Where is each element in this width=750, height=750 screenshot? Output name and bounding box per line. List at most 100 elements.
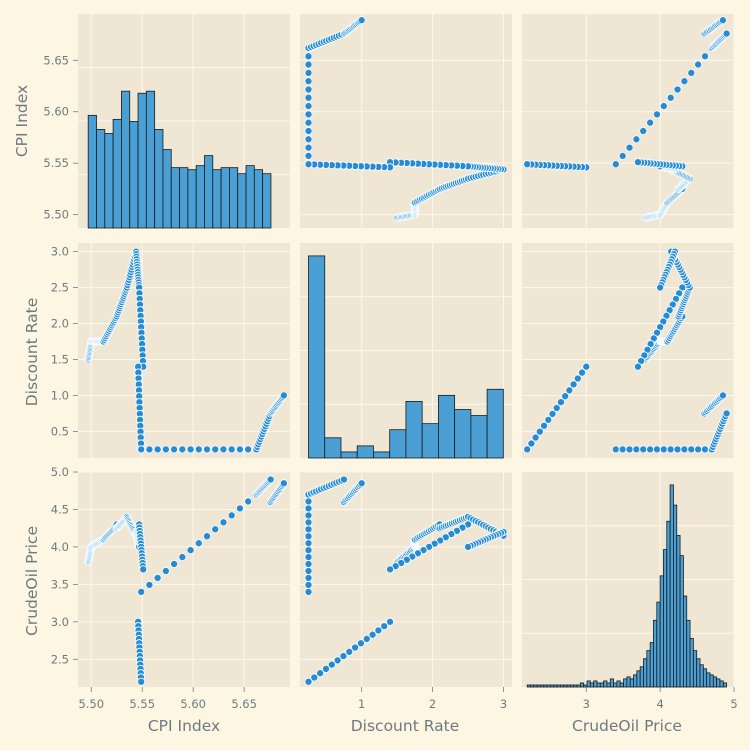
histogram-bar (237, 173, 247, 229)
scatter-point (219, 445, 228, 454)
y-tick-label: 5.60 (43, 105, 69, 119)
scatter-point (666, 445, 675, 454)
scatter-point (304, 559, 313, 569)
histogram-bar (722, 682, 728, 688)
scatter-point (659, 445, 668, 454)
scatter-point (718, 391, 727, 400)
histogram-bar (569, 684, 575, 688)
histogram-bar (586, 680, 591, 688)
histogram-bar (546, 684, 551, 688)
panel-crudeoil-vs-discount-rate (300, 471, 512, 687)
scatter-point (304, 546, 313, 555)
scatter-point (304, 497, 313, 506)
histogram-bar (609, 678, 614, 688)
scatter-point (722, 29, 731, 38)
scatter-point (304, 126, 313, 136)
scatter-point (639, 445, 648, 454)
scatter-point (304, 587, 313, 596)
histogram-bar (656, 601, 661, 688)
scatter-point (659, 102, 668, 111)
scatter-point (556, 398, 565, 407)
panel-background (300, 14, 512, 228)
scatter-point (368, 630, 377, 639)
scatter-point (357, 479, 366, 488)
scatter-point (694, 445, 703, 454)
histogram-bar (179, 167, 189, 229)
y-axis-label-discount-rate: Discount Rate (23, 298, 41, 407)
histogram-bar (324, 437, 342, 459)
panel-background (522, 14, 734, 228)
histogram-bar (137, 92, 147, 229)
scatter-point (569, 380, 578, 389)
scatter-point (700, 445, 710, 454)
histogram-bar (692, 650, 698, 688)
scatter-point (380, 622, 389, 631)
histogram-bar (633, 674, 638, 688)
histogram-bar (220, 167, 230, 229)
histogram-bar (649, 642, 654, 688)
scatter-point (632, 445, 641, 454)
histogram-bar (553, 684, 558, 688)
histogram-bar (643, 658, 648, 688)
histogram-bar (187, 169, 197, 229)
scatter-point (178, 445, 187, 454)
y-tick-label: 0.5 (51, 424, 69, 438)
y-tick-label: 1.5 (51, 352, 69, 366)
histogram-bar (579, 682, 585, 688)
histogram-bar (340, 451, 358, 459)
y-tick-label: 2.5 (51, 652, 69, 666)
scatter-point (153, 445, 162, 454)
x-tick-label: 5.50 (78, 697, 104, 711)
scatter-point (611, 160, 620, 169)
scatter-point (304, 118, 313, 127)
x-tick-label: 5 (730, 697, 737, 711)
scatter-point (527, 439, 536, 448)
scatter-point (211, 525, 220, 534)
scatter-point (652, 110, 662, 119)
histogram-bar (659, 575, 664, 688)
histogram-bar (616, 680, 621, 688)
scatter-point (304, 135, 313, 144)
x-tick-label: 3 (500, 697, 507, 711)
histogram-bar (613, 682, 618, 688)
histogram-bar (629, 678, 634, 688)
scatter-point (632, 135, 641, 144)
scatter-point (304, 573, 313, 582)
x-tick-label: 2 (429, 697, 436, 711)
histogram-bar (583, 684, 588, 688)
scatter-point (178, 553, 187, 562)
scatter-point (304, 160, 313, 169)
panel-discount-rate-vs-cpi (78, 243, 290, 458)
scatter-point (523, 160, 532, 169)
scatter-point (304, 532, 313, 541)
histogram-bar (566, 684, 571, 688)
scatter-point (304, 68, 313, 77)
histogram-bar (170, 167, 180, 229)
histogram-bar (129, 120, 139, 229)
y-tick-label: 2.0 (51, 317, 69, 331)
panel-crudeoil-vs-crudeoil (522, 472, 735, 688)
scatter-point (633, 362, 643, 371)
scatter-point (463, 542, 473, 551)
y-tick-label: 3.0 (51, 245, 69, 259)
scatter-point (625, 445, 634, 454)
histogram-bar (536, 684, 541, 688)
scatter-point (145, 445, 154, 454)
panel-background (78, 472, 290, 687)
x-axis-label-discount-rate: Discount Rate (351, 717, 460, 735)
y-tick-label: 4.0 (51, 540, 69, 554)
scatter-point (385, 565, 395, 574)
scatter-point (170, 559, 179, 569)
scatter-point (227, 511, 236, 520)
scatter-point (235, 445, 244, 454)
panel-background (300, 472, 512, 687)
scatter-point (535, 427, 544, 436)
histogram-bar (623, 678, 628, 688)
scatter-point (345, 647, 354, 656)
scatter-point (694, 60, 703, 69)
histogram-bar (195, 165, 205, 229)
scatter-point (544, 415, 553, 424)
scatter-point (304, 143, 313, 152)
scatter-point (304, 77, 313, 86)
histogram-bar (104, 133, 114, 229)
